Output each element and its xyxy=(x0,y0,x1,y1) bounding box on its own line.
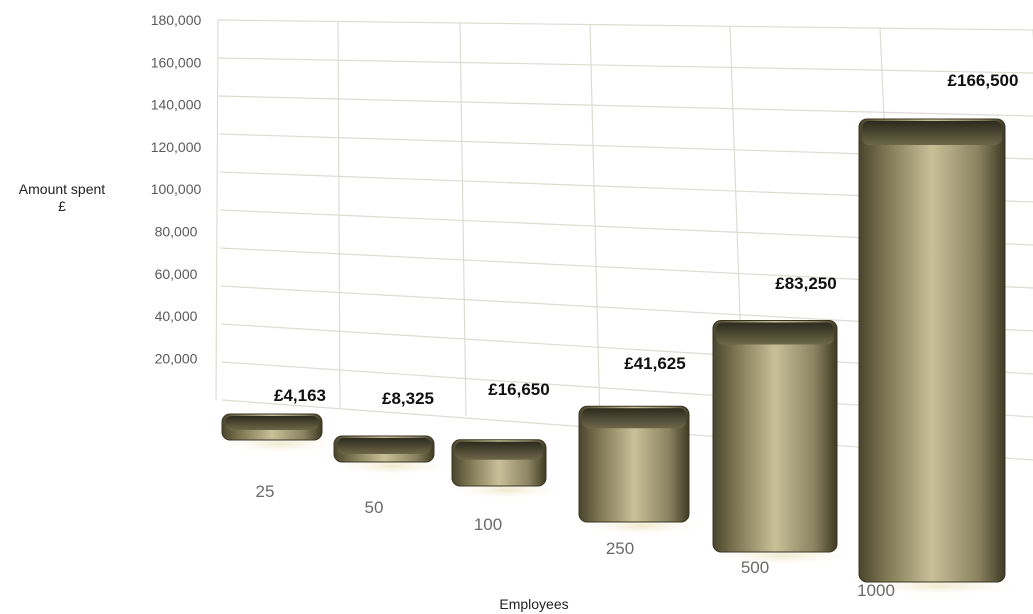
grid-line-v xyxy=(337,21,341,409)
y-tick-label: 20,000 xyxy=(155,350,198,366)
bar-body xyxy=(858,118,1006,583)
value-label: £8,325 xyxy=(382,389,434,408)
y-tick-label: 40,000 xyxy=(155,308,198,324)
x-category-label: 250 xyxy=(606,539,634,558)
bar-top-face xyxy=(225,416,319,430)
bar-top-face xyxy=(716,322,834,345)
grid-line-h xyxy=(218,95,1033,117)
y-tick-label: 100,000 xyxy=(151,181,202,197)
bar-top-face xyxy=(337,438,431,454)
y-tick-label: 180,000 xyxy=(151,12,202,28)
grid-line-v xyxy=(589,24,601,425)
y-tick-label: 120,000 xyxy=(151,139,202,155)
grid-line-v xyxy=(215,19,219,401)
value-labels: £4,163 £8,325 £16,650 £41,625 £83,250 £166,50… xyxy=(274,71,1018,408)
x-category-label: 50 xyxy=(365,498,384,517)
bar xyxy=(707,320,859,566)
bar xyxy=(446,439,568,500)
value-label: £16,650 xyxy=(488,380,549,399)
chart-grid xyxy=(215,19,1033,461)
value-label: £41,625 xyxy=(624,354,685,373)
bar-body xyxy=(712,320,838,553)
grid-line-h xyxy=(218,57,1033,74)
bar-top-face xyxy=(455,441,543,460)
bar-top-face xyxy=(862,121,1002,145)
y-axis-unit: £ xyxy=(58,198,66,214)
x-category-label: 25 xyxy=(256,482,275,501)
value-label: £4,163 xyxy=(274,386,326,405)
chart-bars xyxy=(216,118,1027,596)
y-tick-label: 160,000 xyxy=(151,54,202,70)
bar xyxy=(216,413,344,454)
grid-line-v xyxy=(459,22,467,417)
bar xyxy=(853,118,1027,596)
grid-line-h xyxy=(217,19,1033,31)
value-label: £166,500 xyxy=(948,71,1019,90)
x-category-label: 500 xyxy=(741,558,769,577)
x-axis-categories: 25 50 100 250 500 1000 xyxy=(256,482,895,600)
y-tick-label: 140,000 xyxy=(151,97,202,113)
y-tick-label: 60,000 xyxy=(155,266,198,282)
value-label: £83,250 xyxy=(775,274,836,293)
x-axis-title: Employees xyxy=(499,596,568,612)
x-category-label: 1000 xyxy=(857,581,895,600)
y-axis-ticks: 20,000 40,000 60,000 80,000 100,000 120,000 14… xyxy=(151,12,202,366)
x-category-label: 100 xyxy=(474,515,502,534)
y-axis-title: Amount spent xyxy=(19,181,105,197)
bar-top-face xyxy=(582,408,686,429)
bar xyxy=(573,405,711,536)
y-tick-label: 80,000 xyxy=(155,224,198,240)
bar-body xyxy=(578,405,690,523)
bar xyxy=(328,435,456,476)
